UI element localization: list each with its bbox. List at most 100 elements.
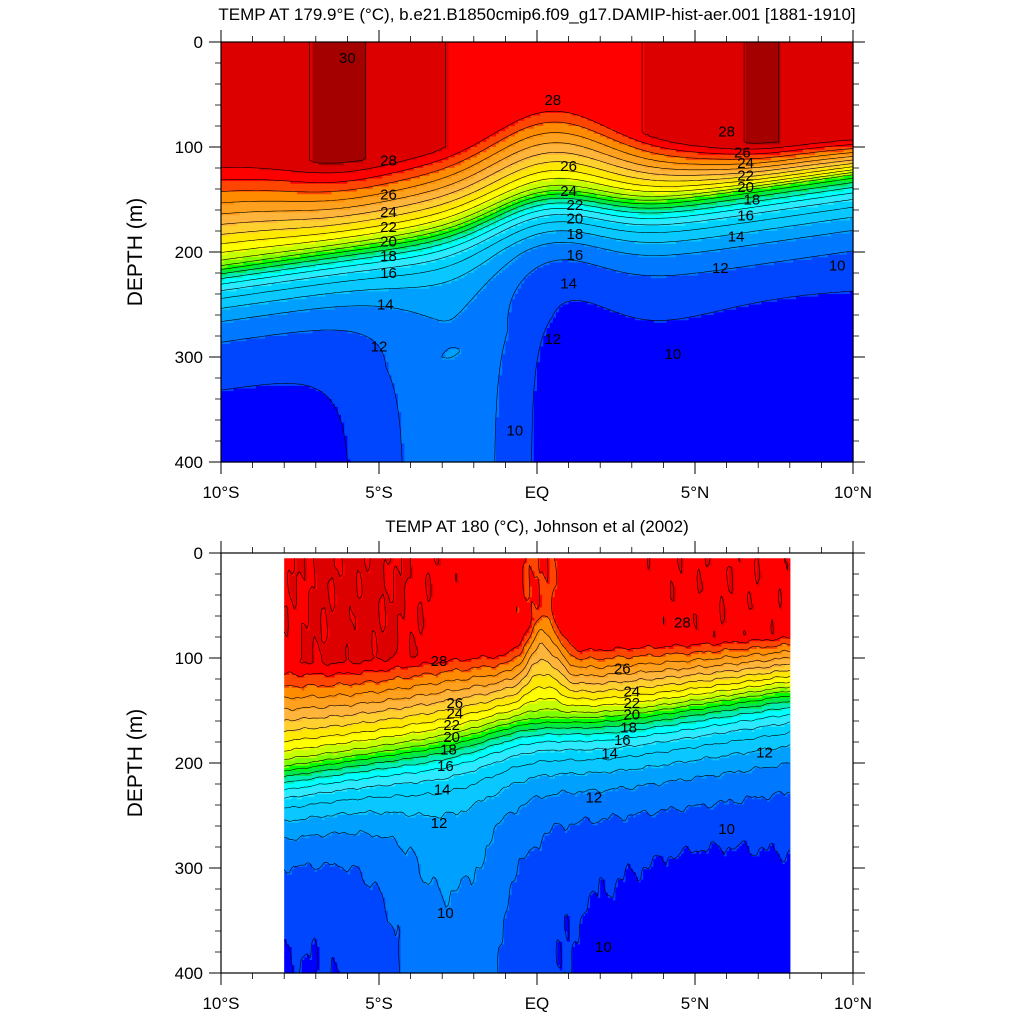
contour-cell xyxy=(448,123,516,127)
contour-cell xyxy=(410,724,465,728)
contour-label: 22 xyxy=(380,219,397,236)
contour-cell xyxy=(420,871,477,876)
contour-cell xyxy=(486,799,533,803)
contour-cell xyxy=(439,170,465,174)
contour-cell xyxy=(284,871,288,876)
contour-cell xyxy=(347,643,351,647)
contour-cell xyxy=(366,102,450,106)
contour-cell xyxy=(537,383,854,387)
contour-cell xyxy=(397,623,419,627)
contour-cell xyxy=(387,690,447,694)
contour-cell xyxy=(811,257,854,261)
contour-cell xyxy=(729,848,733,852)
contour-cell xyxy=(289,576,298,580)
contour-cell xyxy=(650,558,680,562)
contour-cell xyxy=(724,664,738,668)
contour-cell xyxy=(539,630,546,635)
contour-cell xyxy=(370,560,386,565)
contour-cell xyxy=(650,700,657,705)
contour-cell xyxy=(392,656,412,660)
contour-cell xyxy=(448,141,481,145)
contour-cell xyxy=(344,422,402,426)
contour-cell xyxy=(724,648,730,653)
contour-cell xyxy=(486,233,500,237)
contour-cell xyxy=(504,680,523,684)
contour-cell xyxy=(473,804,528,808)
contour-cell xyxy=(448,128,506,132)
contour-cell xyxy=(544,573,551,577)
contour-cell xyxy=(774,620,791,624)
contour-cell xyxy=(347,871,351,876)
contour-cell xyxy=(849,217,854,222)
contour-cell xyxy=(394,223,431,227)
contour-cell xyxy=(387,623,399,627)
contour-cell xyxy=(481,656,488,660)
contour-cell xyxy=(246,249,304,253)
contour-cell xyxy=(461,252,481,256)
contour-cell xyxy=(504,936,568,940)
contour-cell xyxy=(701,576,730,580)
contour-cell xyxy=(491,700,520,705)
contour-cell xyxy=(721,623,725,627)
contour-line-16 xyxy=(284,707,790,784)
contour-cell xyxy=(665,669,677,673)
contour-cell xyxy=(458,573,525,577)
contour-cell xyxy=(221,409,339,413)
contour-cell xyxy=(284,848,404,852)
contour-cell xyxy=(508,338,544,342)
contour-cell xyxy=(504,928,566,933)
contour-cell xyxy=(375,341,506,345)
contour-cell xyxy=(400,573,404,577)
contour-cell xyxy=(388,364,503,369)
contour-cell xyxy=(360,833,369,837)
contour-cell xyxy=(362,721,366,725)
contour-cell xyxy=(615,897,791,902)
contour-cell xyxy=(265,336,367,340)
contour-cell xyxy=(322,628,331,632)
contour-cell xyxy=(400,936,505,940)
contour-cell xyxy=(499,273,532,277)
contour-cell xyxy=(615,788,619,793)
contour-cell xyxy=(433,589,525,593)
contour-cell xyxy=(478,768,513,772)
contour-cell xyxy=(572,957,791,961)
contour-cell xyxy=(221,202,235,206)
contour-cell xyxy=(324,744,384,749)
contour-cell xyxy=(468,721,498,725)
contour-cell xyxy=(289,610,311,614)
contour-cell xyxy=(531,636,538,640)
contour-cell xyxy=(628,136,652,140)
contour-cell xyxy=(557,573,700,577)
contour-cell xyxy=(366,52,450,56)
contour-cell xyxy=(366,91,450,96)
contour-cell xyxy=(751,770,791,774)
contour-cell xyxy=(463,747,488,751)
contour-cell xyxy=(505,346,541,350)
contour-cell xyxy=(759,558,786,562)
contour-cell xyxy=(443,895,452,899)
contour-cell xyxy=(537,173,585,177)
contour-cell xyxy=(610,711,614,715)
contour-cell xyxy=(516,877,627,881)
contour-cell xyxy=(410,178,443,182)
contour-cell xyxy=(294,757,343,762)
contour-cell xyxy=(388,183,427,187)
contour-cell xyxy=(221,47,314,51)
contour-cell xyxy=(787,858,791,863)
contour-cell xyxy=(590,895,599,899)
contour-cell xyxy=(354,623,359,627)
contour-cell xyxy=(327,835,374,839)
contour-cell xyxy=(648,700,652,705)
contour-cell xyxy=(741,669,791,673)
contour-cell xyxy=(511,307,560,311)
contour-cell xyxy=(784,724,791,728)
contour-cell xyxy=(456,814,460,819)
contour-cell xyxy=(284,903,386,907)
contour-cell xyxy=(682,202,718,206)
contour-cell xyxy=(644,133,747,138)
contour-cell xyxy=(312,157,367,161)
contour-cell xyxy=(284,265,317,269)
contour-cell xyxy=(349,659,374,663)
contour-cell xyxy=(401,435,497,439)
contour-cell xyxy=(644,65,747,69)
